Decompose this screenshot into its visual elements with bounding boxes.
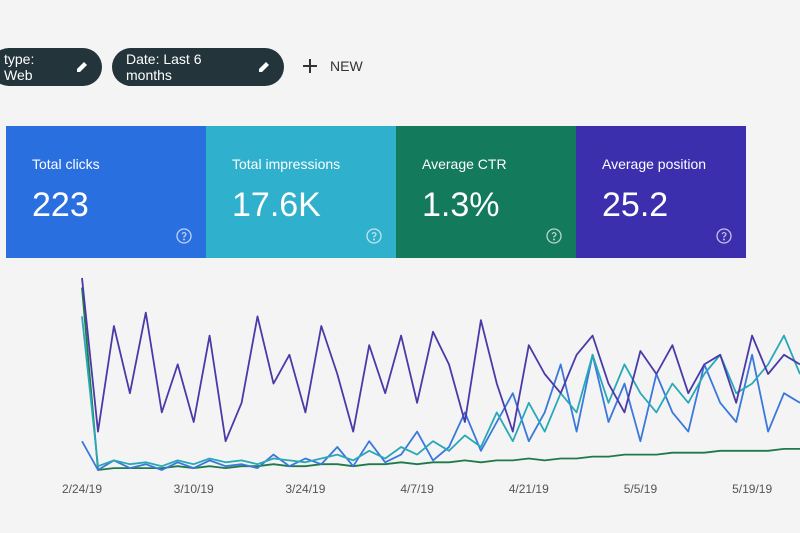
metric-card[interactable]: Average CTR 1.3% bbox=[396, 126, 576, 258]
metric-label: Average position bbox=[602, 156, 707, 172]
x-tick-label: 3/24/19 bbox=[285, 482, 325, 496]
chart: 2/24/19 3/10/19 3/24/19 4/7/19 4/21/19 5/5/19… bbox=[62, 277, 800, 496]
plus-icon bbox=[303, 59, 317, 73]
metric-label: Total clicks bbox=[32, 156, 100, 172]
x-tick-label: 2/24/19 bbox=[62, 482, 102, 496]
metric-value: 17.6K bbox=[232, 186, 321, 224]
edit-icon bbox=[76, 62, 87, 72]
new-label: NEW bbox=[330, 58, 363, 74]
metric-value: 223 bbox=[32, 186, 89, 224]
filter-chip[interactable]: Date: Last 6 months bbox=[112, 48, 284, 86]
metric-label: Average CTR bbox=[422, 156, 507, 172]
metric-label: Total impressions bbox=[232, 156, 341, 172]
metric-card[interactable]: Average position 25.2 bbox=[576, 126, 746, 258]
series-line bbox=[81, 316, 800, 468]
metric-cards: Total clicks 223 Total impressions 17.6K… bbox=[6, 126, 746, 258]
edit-icon bbox=[258, 62, 269, 72]
help-icon bbox=[366, 228, 382, 244]
help-icon bbox=[176, 228, 192, 244]
filter-label: type: Web bbox=[4, 51, 35, 83]
series-line bbox=[81, 353, 800, 471]
series-line bbox=[81, 277, 800, 443]
x-tick-label: 5/19/19 bbox=[732, 482, 772, 496]
new-button[interactable]: NEW bbox=[302, 58, 363, 74]
x-tick-label: 4/21/19 bbox=[509, 482, 549, 496]
filter-chip[interactable]: type: Web bbox=[0, 48, 102, 86]
metric-value: 1.3% bbox=[422, 186, 500, 224]
metric-value: 25.2 bbox=[602, 186, 669, 224]
metric-card[interactable]: Total impressions 17.6K bbox=[206, 126, 396, 258]
x-tick-label: 5/5/19 bbox=[624, 482, 658, 496]
metric-card[interactable]: Total clicks 223 bbox=[6, 126, 206, 258]
x-tick-label: 4/7/19 bbox=[400, 482, 434, 496]
help-icon bbox=[546, 228, 562, 244]
filter-label: Date: Last 6 months bbox=[126, 51, 202, 83]
series-line bbox=[81, 287, 800, 471]
help-icon bbox=[716, 228, 732, 244]
x-tick-label: 3/10/19 bbox=[174, 482, 214, 496]
